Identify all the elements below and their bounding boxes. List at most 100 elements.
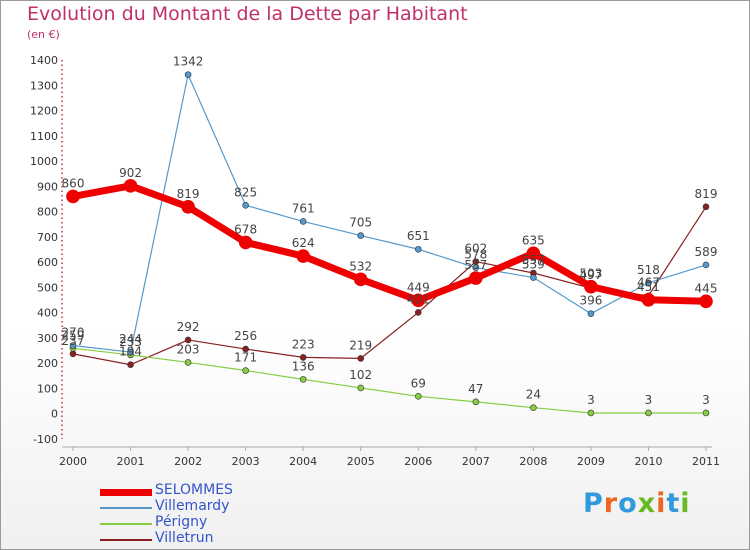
series-line-villetrun xyxy=(72,206,707,366)
data-label-selommes: 532 xyxy=(349,259,372,273)
data-label-villemardy: 589 xyxy=(695,245,718,259)
data-label-villemardy: 705 xyxy=(349,216,372,230)
data-label-villemardy: 244 xyxy=(119,332,142,346)
y-tick-label: -100 xyxy=(33,433,58,446)
legend-label: SELOMMES xyxy=(155,482,233,498)
data-label-prigny: 136 xyxy=(292,359,315,373)
data-point-selommes xyxy=(123,179,138,193)
data-label-selommes: 451 xyxy=(637,280,660,294)
y-tick-label: 0 xyxy=(51,408,58,421)
data-label-prigny: 24 xyxy=(526,388,541,402)
data-label-villemardy: 270 xyxy=(62,326,85,340)
y-tick-label: 800 xyxy=(37,206,58,219)
x-tick-label: 2000 xyxy=(59,455,87,468)
y-tick-label: 900 xyxy=(37,180,58,193)
data-label-prigny: 171 xyxy=(234,351,257,365)
data-label-villetrun: 557 xyxy=(522,253,545,267)
data-point-prigny xyxy=(414,392,422,400)
data-point-villemardy xyxy=(184,71,192,78)
data-point-selommes xyxy=(66,189,80,204)
data-label-villemardy: 396 xyxy=(579,294,602,308)
data-label-villemardy: 518 xyxy=(637,263,660,277)
data-label-villetrun: 497 xyxy=(579,268,602,282)
data-label-selommes: 678 xyxy=(234,222,257,236)
data-label-villemardy: 761 xyxy=(292,201,315,215)
data-label-villemardy: 1342 xyxy=(173,55,204,69)
data-point-selommes xyxy=(584,279,598,294)
data-label-prigny: 3 xyxy=(587,393,595,407)
data-label-villetrun: 237 xyxy=(62,334,85,348)
y-tick-label: 500 xyxy=(37,281,58,294)
data-point-selommes xyxy=(469,271,483,285)
data-label-villemardy: 539 xyxy=(522,258,545,272)
data-point-villetrun xyxy=(242,345,249,353)
data-label-prigny: 3 xyxy=(702,393,710,407)
data-point-selommes xyxy=(296,249,310,263)
data-point-villetrun xyxy=(299,354,307,361)
data-point-prigny xyxy=(587,409,595,417)
data-label-prigny: 203 xyxy=(177,342,200,356)
data-point-villemardy xyxy=(127,348,134,356)
data-label-villetrun: 223 xyxy=(292,337,315,351)
data-point-prigny xyxy=(530,404,537,411)
legend-swatch xyxy=(100,488,152,496)
chart-title: Evolution du Montant de la Dette par Hab… xyxy=(27,3,468,25)
y-tick-label: 1100 xyxy=(30,130,58,143)
data-point-villemardy xyxy=(357,232,365,239)
x-tick-label: 2008 xyxy=(519,455,547,468)
data-point-villetrun xyxy=(69,350,77,358)
data-point-villemardy xyxy=(69,342,77,349)
y-tick-label: 1000 xyxy=(30,155,58,168)
y-tick-label: 1200 xyxy=(30,105,58,118)
data-point-selommes xyxy=(238,235,253,250)
legend-swatch xyxy=(100,539,152,541)
y-tick-label: 300 xyxy=(37,332,58,345)
data-point-villemardy xyxy=(299,218,307,225)
series-line-villemardy xyxy=(72,74,707,353)
legend-swatch xyxy=(100,507,152,509)
data-point-villemardy xyxy=(414,245,422,253)
data-label-prigny: 102 xyxy=(349,368,372,382)
data-point-villetrun xyxy=(184,336,192,344)
data-label-selommes: 449 xyxy=(407,280,430,294)
data-point-prigny xyxy=(299,376,307,383)
data-point-villetrun xyxy=(357,355,365,362)
x-tick-label: 2002 xyxy=(174,455,202,468)
data-label-villetrun: 401 xyxy=(407,292,430,306)
data-label-selommes: 819 xyxy=(177,187,200,201)
data-point-villetrun xyxy=(127,361,134,369)
y-tick-label: 1400 xyxy=(30,54,58,67)
legend-label: Villemardy xyxy=(155,498,230,514)
data-label-villemardy: 578 xyxy=(464,248,487,262)
y-tick-label: 100 xyxy=(37,382,58,395)
series-line-selommes xyxy=(72,182,707,305)
data-point-prigny xyxy=(242,367,249,374)
x-tick-label: 2011 xyxy=(692,455,720,468)
data-point-villemardy xyxy=(242,201,249,209)
proxiti-logo: Proxiti xyxy=(583,488,691,519)
x-tick-label: 2010 xyxy=(634,455,662,468)
data-label-selommes: 635 xyxy=(522,233,545,247)
data-label-villetrun: 194 xyxy=(119,345,142,359)
data-point-selommes xyxy=(353,272,368,287)
data-label-villetrun: 602 xyxy=(464,242,487,256)
data-label-prigny: 3 xyxy=(645,393,653,407)
data-point-villetrun xyxy=(702,203,710,211)
data-label-selommes: 503 xyxy=(579,267,602,281)
data-point-prigny xyxy=(472,398,480,406)
data-point-villemardy xyxy=(530,274,537,281)
data-label-prigny: 233 xyxy=(119,335,142,349)
data-point-prigny xyxy=(645,409,652,417)
data-point-villemardy xyxy=(472,264,480,271)
data-label-prigny: 47 xyxy=(468,382,483,396)
data-point-prigny xyxy=(702,409,710,417)
data-point-villetrun xyxy=(414,309,422,316)
data-label-selommes: 624 xyxy=(292,236,315,250)
x-tick-label: 2006 xyxy=(404,455,432,468)
data-point-selommes xyxy=(181,199,195,214)
data-label-selommes: 860 xyxy=(62,176,85,190)
chart-subtitle: (en €) xyxy=(27,28,60,41)
y-tick-label: 600 xyxy=(37,256,58,269)
